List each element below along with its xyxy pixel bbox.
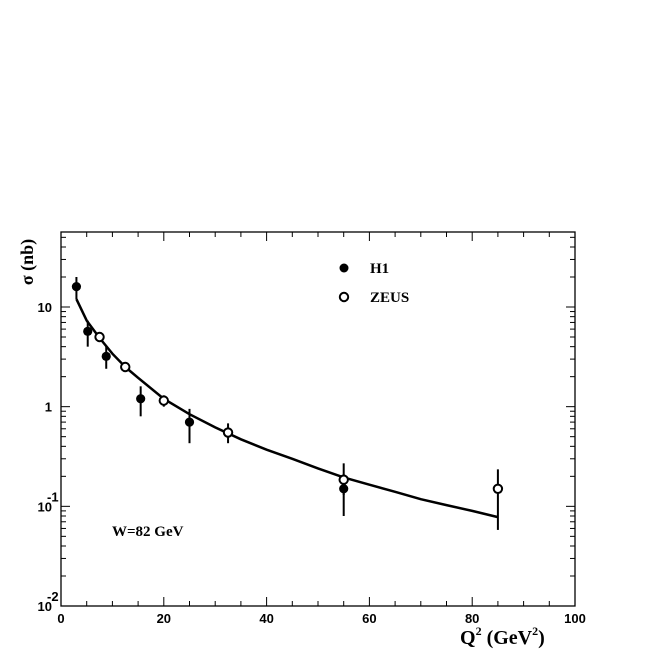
- x-tick-label: 0: [57, 611, 64, 626]
- x-label-q: Q: [460, 627, 476, 649]
- x-label-unit-open: (GeV: [482, 627, 533, 649]
- y-tick-label: 10: [38, 599, 52, 614]
- legend-label-zeus: ZEUS: [370, 290, 409, 306]
- x-tick-label: 40: [259, 611, 273, 626]
- fit-curve: [75, 298, 499, 519]
- x-tick-label: 60: [362, 611, 376, 626]
- x-tick-label: 20: [157, 611, 171, 626]
- legend: H1 ZEUS: [338, 261, 409, 306]
- h1-data-point: [184, 417, 195, 427]
- axis-ticks: [60, 232, 576, 607]
- x-label-unit-exp: 2: [532, 624, 538, 638]
- x-tick-label: 80: [465, 611, 479, 626]
- zeus-data-point: [338, 474, 349, 485]
- y-axis-label: σ (nb): [17, 239, 38, 285]
- legend-marker-zeus: [338, 291, 350, 303]
- h1-data-point: [83, 326, 93, 336]
- zeus-data-point: [222, 427, 234, 438]
- legend-marker-h1: [339, 263, 349, 273]
- y-tick-label-exponent: -2: [47, 589, 59, 604]
- legend-label-h1: H1: [370, 261, 389, 277]
- zeus-data-point: [158, 395, 170, 406]
- h1-data-point: [71, 282, 82, 292]
- zeus-data-point: [94, 331, 105, 343]
- x-label-unit-close: ): [538, 627, 545, 649]
- h1-data-point: [339, 484, 349, 494]
- x-tick-label: 100: [564, 611, 586, 626]
- data-markers: [71, 282, 504, 494]
- zeus-data-point: [120, 361, 131, 373]
- plot-frame: [60, 231, 576, 607]
- x-tick-labels: 0 20 40 60 80 100: [57, 611, 585, 626]
- y-tick-label: 10: [38, 499, 52, 514]
- y-tick-label: 10: [38, 300, 52, 315]
- error-bars: [75, 276, 499, 530]
- x-label-q-exp: 2: [476, 624, 482, 638]
- y-tick-label-exponent: -1: [47, 489, 59, 504]
- h1-data-point: [101, 351, 111, 361]
- x-axis-label: Q2 (GeV2): [460, 624, 545, 649]
- zeus-data-point: [492, 483, 504, 494]
- annotation: W=82 GeV: [112, 524, 184, 540]
- y-tick-label: 1: [45, 400, 52, 415]
- h1-data-point: [136, 394, 146, 404]
